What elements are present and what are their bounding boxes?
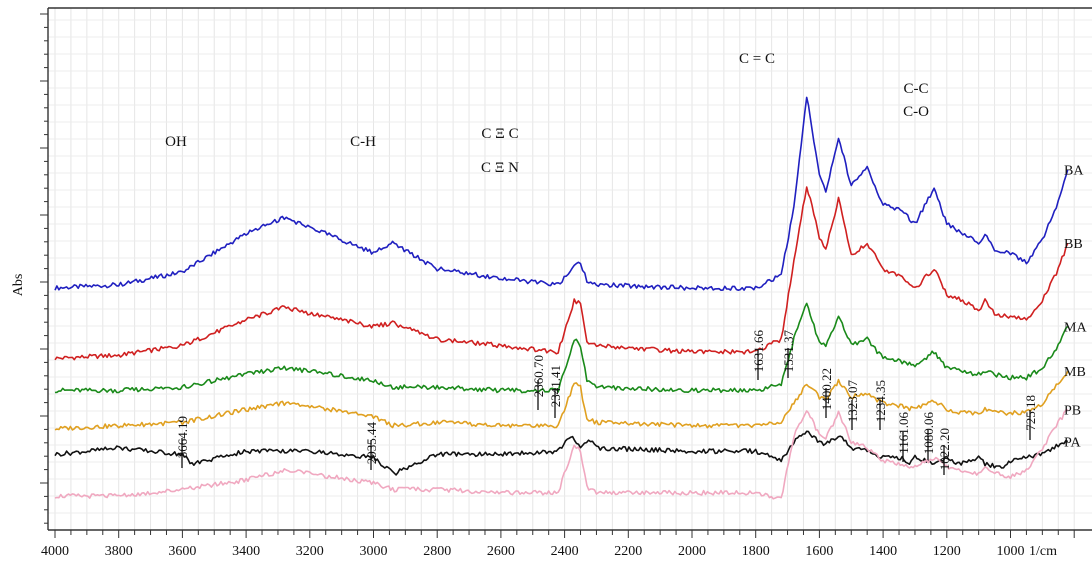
grid (48, 8, 1092, 530)
series-label-pa: PA (1064, 436, 1082, 451)
peak-label: 3664.19 (175, 416, 190, 458)
x-tick-label: 3200 (296, 544, 324, 559)
series-line-bb (54, 186, 1069, 361)
peak-label: 1531.37 (781, 330, 796, 373)
series-label-ma: MA (1064, 320, 1087, 335)
group-label: C = C (739, 51, 775, 67)
series-label-pb: PB (1064, 404, 1081, 419)
group-label: C-O (903, 104, 929, 120)
group-label: C Ξ N (481, 160, 519, 176)
series-line-pa (54, 430, 1069, 476)
peak-label: 2341.41 (548, 365, 563, 407)
group-label: C-H (350, 134, 376, 150)
x-tick-label: 2600 (487, 544, 515, 559)
series-line-mb (54, 370, 1069, 431)
peak-label: 1080.06 (921, 412, 936, 455)
group-label: OH (165, 134, 187, 150)
x-tick-label: 3600 (168, 544, 196, 559)
group-label: C-C (903, 81, 928, 97)
x-tick-label: 3400 (232, 544, 260, 559)
x-tick-label: 1000 (997, 544, 1025, 559)
x-tick-label: 3000 (360, 544, 388, 559)
x-tick-label: 2000 (678, 544, 706, 559)
x-tick-label: 1600 (805, 544, 833, 559)
series-label-bb: BB (1064, 237, 1083, 252)
y-axis-label: Abs (11, 274, 26, 297)
x-tick-label: 1800 (742, 544, 770, 559)
series-labels: BA BB MA MB PA PB (1064, 164, 1087, 451)
series-line-pb (54, 408, 1069, 500)
x-tick-label: 2800 (423, 544, 451, 559)
x-tick-label: 2400 (551, 544, 579, 559)
series-line-ma (54, 302, 1069, 394)
peak-label: 1234.35 (873, 380, 888, 422)
peak-label: 1022.20 (937, 428, 952, 470)
x-tick-label: 1400 (869, 544, 897, 559)
peak-label: 1323.07 (845, 380, 860, 423)
ticks (40, 13, 1075, 538)
peak-label: 2360.70 (531, 355, 546, 397)
peak-label: 1631.66 (751, 330, 766, 373)
x-tick-label: 3800 (105, 544, 133, 559)
peak-label: 2935.44 (364, 422, 379, 465)
group-label: C Ξ C (481, 126, 518, 142)
peak-label: 725.18 (1023, 395, 1038, 431)
series-layer (54, 96, 1069, 500)
x-tick-label: 1200 (933, 544, 961, 559)
tick-labels: 4000 3800 3600 3400 3200 3000 2800 2600 2400 2200… (41, 544, 1025, 559)
series-line-ba (54, 96, 1069, 292)
peak-label: 1400.22 (819, 368, 834, 410)
peak-label: 1161.06 (896, 412, 911, 454)
peak-labels: 3664.19 2935.44 2360.70 2341.41 1631.66 1531.… (175, 330, 1038, 475)
x-axis-label: 1/cm (1029, 544, 1057, 559)
series-label-ba: BA (1064, 164, 1084, 179)
x-tick-label: 2200 (614, 544, 642, 559)
x-tick-label: 4000 (41, 544, 69, 559)
series-label-mb: MB (1064, 365, 1086, 380)
group-labels: OH C-H C Ξ C C Ξ N C = C C-C C-O (165, 51, 929, 176)
